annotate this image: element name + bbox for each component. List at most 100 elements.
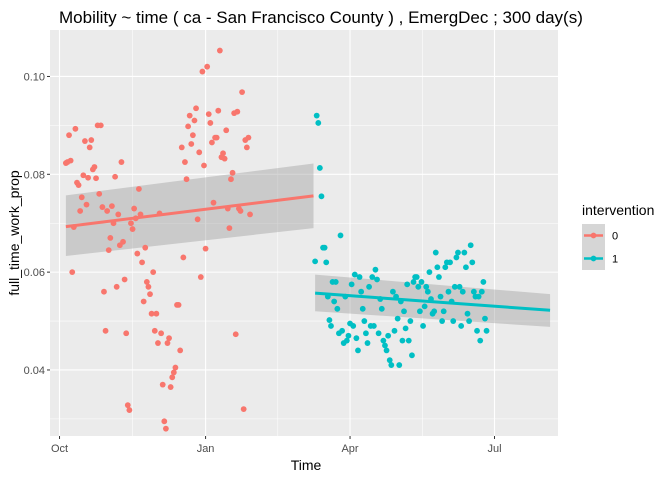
- data-point-1: [318, 193, 325, 200]
- data-point-0: [175, 302, 182, 308]
- data-point-0: [239, 89, 245, 96]
- data-point-1: [351, 271, 358, 278]
- data-point-0: [118, 159, 125, 165]
- legend-label: 1: [612, 254, 618, 266]
- data-points: [62, 47, 490, 432]
- data-point-1: [328, 323, 334, 329]
- x-tick-label: Oct: [51, 443, 68, 455]
- data-point-1: [426, 269, 433, 276]
- data-point-0: [223, 127, 230, 134]
- data-point-1: [380, 337, 387, 344]
- data-point-1: [453, 254, 460, 261]
- data-point-0: [232, 331, 239, 338]
- data-point-1: [466, 318, 472, 324]
- data-point-0: [124, 402, 131, 409]
- data-point-1: [359, 305, 366, 312]
- data-point-0: [193, 105, 199, 112]
- data-point-0: [91, 164, 98, 170]
- data-point-1: [467, 242, 474, 249]
- data-point-1: [401, 308, 407, 315]
- data-point-0: [240, 406, 247, 412]
- data-point-0: [162, 425, 169, 432]
- data-point-1: [348, 281, 355, 288]
- data-point-0: [205, 111, 212, 118]
- data-point-1: [458, 323, 465, 329]
- data-point-1: [478, 288, 485, 295]
- data-point-1: [437, 293, 444, 300]
- data-point-1: [391, 327, 398, 334]
- data-point-0: [102, 327, 109, 334]
- data-point-1: [451, 283, 458, 290]
- data-point-1: [396, 362, 403, 368]
- data-point-0: [145, 283, 152, 290]
- data-point-0: [131, 205, 138, 212]
- data-point-0: [189, 132, 196, 139]
- legend-key-point: [590, 255, 597, 262]
- data-point-1: [413, 274, 420, 280]
- data-point-0: [229, 169, 236, 176]
- data-point-0: [202, 245, 209, 252]
- x-tick-label: Jan: [197, 443, 215, 455]
- data-point-0: [143, 279, 150, 285]
- data-point-0: [221, 155, 228, 162]
- data-point-1: [464, 310, 471, 317]
- legend-key-1: 1: [582, 247, 618, 270]
- data-point-0: [112, 173, 118, 180]
- data-point-0: [99, 204, 106, 210]
- data-point-0: [216, 47, 223, 54]
- x-axis-title: Time: [291, 457, 322, 473]
- data-point-0: [85, 174, 91, 181]
- data-point-0: [69, 269, 76, 276]
- data-point-1: [313, 112, 320, 119]
- data-point-0: [115, 211, 122, 218]
- x-tick-label: Apr: [341, 443, 358, 455]
- data-point-0: [159, 381, 166, 388]
- legend-keys: 01: [582, 224, 618, 270]
- data-point-0: [129, 226, 136, 232]
- data-point-1: [409, 352, 415, 359]
- data-point-0: [215, 107, 222, 114]
- data-point-1: [321, 244, 328, 251]
- data-point-0: [83, 201, 90, 208]
- data-point-0: [104, 208, 111, 214]
- data-point-0: [78, 194, 85, 201]
- data-point-0: [209, 139, 215, 146]
- data-point-0: [148, 310, 155, 317]
- data-point-1: [343, 337, 350, 344]
- data-point-1: [410, 279, 417, 285]
- data-point-0: [134, 250, 141, 257]
- data-point-1: [418, 279, 425, 285]
- data-point-0: [109, 203, 115, 209]
- data-point-0: [158, 330, 165, 337]
- data-point-1: [375, 330, 382, 337]
- data-point-1: [390, 288, 396, 295]
- data-point-1: [353, 335, 360, 342]
- data-point-0: [142, 244, 149, 251]
- data-point-1: [482, 315, 488, 322]
- data-point-0: [121, 276, 128, 283]
- data-point-0: [140, 298, 147, 305]
- legend-key-point: [590, 232, 597, 239]
- y-tick-label: 0.08: [24, 169, 45, 181]
- data-point-1: [416, 308, 423, 315]
- trend-line-0: [65, 194, 314, 229]
- data-point-1: [383, 347, 390, 354]
- data-point-1: [356, 274, 363, 280]
- data-point-1: [470, 288, 477, 295]
- data-point-0: [93, 175, 99, 182]
- data-point-0: [113, 283, 120, 290]
- data-point-1: [440, 308, 447, 315]
- data-point-1: [364, 340, 371, 346]
- x-axis: Oct Jan Apr Jul: [51, 436, 502, 455]
- data-point-1: [374, 276, 380, 283]
- data-point-1: [350, 323, 357, 329]
- data-point-1: [332, 279, 339, 285]
- data-point-1: [423, 283, 430, 290]
- data-point-0: [237, 208, 244, 214]
- data-point-0: [243, 144, 250, 151]
- y-axis: 0.04 0.06 0.08 0.10: [24, 71, 50, 377]
- data-point-1: [420, 323, 426, 329]
- data-point-0: [204, 63, 211, 70]
- data-point-0: [136, 186, 142, 192]
- data-point-0: [185, 123, 192, 130]
